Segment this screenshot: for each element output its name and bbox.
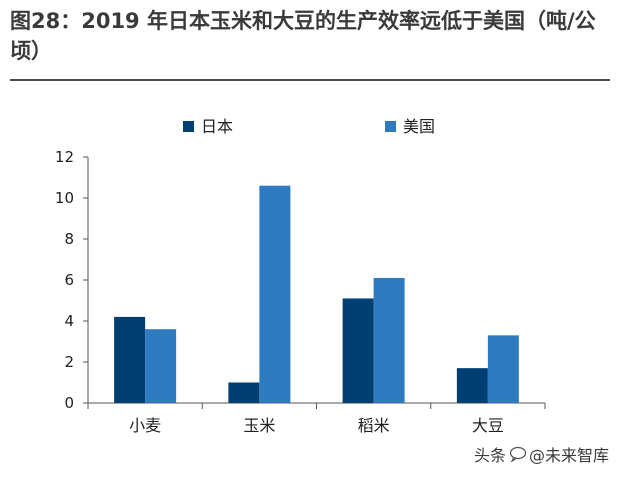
bar-japan [228,382,260,403]
bar-usa [145,329,177,403]
x-axis: 小麦 玉米 稻米 大豆 [87,402,546,435]
watermark: 头条 @未来智库 [474,442,609,466]
y-tick-label: 2 [64,353,74,371]
bar-japan [456,368,488,403]
x-tick-label: 稻米 [358,416,390,435]
x-tick-label: 小麦 [129,416,161,435]
chat-bubble-icon [509,446,527,462]
y-tick-label: 10 [55,189,74,207]
bar-usa [487,335,519,403]
figure-title: 图28：2019 年日本玉米和大豆的生产效率远低于美国（吨/公顷） [10,9,596,63]
bar-usa [373,277,405,403]
y-tick-label: 12 [55,148,74,166]
watermark-source: 头条 [474,446,507,465]
legend-label: 日本 [201,117,233,136]
bar-japan [342,298,374,403]
bar-japan [114,316,146,403]
y-tick-label: 4 [64,312,74,330]
bars [114,185,519,403]
x-tick-label: 大豆 [472,416,504,435]
bar-usa [259,185,291,403]
y-tick-label: 6 [64,271,74,289]
legend-swatch [385,121,396,132]
watermark-account: @未来智库 [529,446,610,465]
y-tick-label: 0 [64,394,74,412]
y-tick-label: 8 [64,230,74,248]
y-axis: 0 2 4 6 8 10 12 [55,148,89,412]
x-tick-label: 玉米 [243,416,275,435]
legend-swatch [183,121,194,132]
title-divider [10,79,610,81]
legend-label: 美国 [403,117,435,136]
chart-legend: 日本 美国 [183,117,435,136]
